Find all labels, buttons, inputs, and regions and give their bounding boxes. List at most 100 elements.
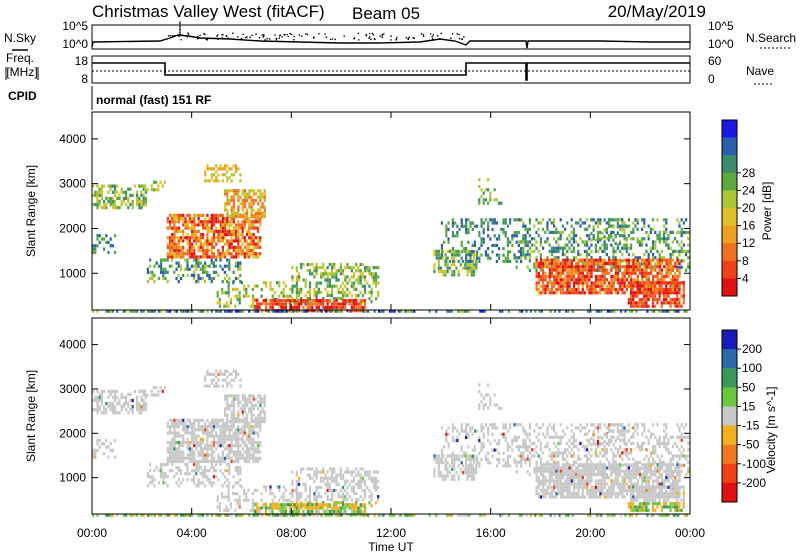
power-cell — [522, 224, 525, 228]
power-cell — [206, 270, 209, 274]
power-cell — [678, 268, 681, 272]
power-cell — [197, 239, 200, 243]
velocity-cell — [346, 491, 349, 496]
power-cell — [355, 293, 358, 298]
velocity-cell — [290, 513, 293, 517]
power-cell — [557, 230, 560, 235]
power-cell — [641, 278, 644, 282]
power-cell — [100, 187, 103, 191]
power-cell — [544, 278, 547, 282]
power-cell — [552, 230, 556, 235]
power-cell — [647, 291, 650, 295]
power-cell — [605, 246, 608, 250]
power-cell — [171, 232, 174, 237]
velocity-cell — [337, 509, 340, 513]
velocity-cell — [467, 432, 470, 436]
velocity-cell — [186, 513, 189, 517]
velocity-cell — [232, 431, 235, 435]
power-cell — [193, 245, 196, 249]
power-cell — [335, 284, 338, 288]
velocity-cell — [243, 425, 246, 429]
power-cell — [632, 258, 635, 262]
velocity-cell — [215, 369, 218, 373]
power-cell — [199, 232, 202, 237]
velocity-cell — [252, 450, 255, 454]
power-cell — [92, 247, 95, 251]
power-cell — [252, 245, 255, 249]
power-cell — [651, 218, 655, 222]
velocity-cell — [462, 451, 466, 455]
power-cell — [638, 268, 642, 272]
power-cell — [241, 226, 244, 230]
velocity-cell — [221, 434, 224, 438]
power-cell — [674, 274, 677, 279]
power-cell — [103, 199, 106, 204]
power-cell — [552, 221, 556, 225]
velocity-cell — [217, 437, 220, 441]
power-cell — [590, 256, 593, 260]
power-cell — [585, 227, 589, 231]
power-cell — [579, 258, 582, 262]
power-cell — [592, 258, 595, 262]
power-cell — [466, 273, 469, 277]
power-cell — [502, 253, 505, 257]
power-cell — [610, 235, 613, 239]
power-cell — [188, 252, 191, 256]
velocity-cell — [252, 444, 255, 448]
power-cell — [608, 281, 611, 285]
power-cell — [352, 309, 356, 313]
velocity-cell — [243, 440, 246, 445]
power-cell — [549, 309, 552, 313]
power-cell — [322, 305, 325, 309]
velocity-cell — [337, 501, 340, 505]
power-cell — [257, 202, 260, 206]
velocity-cell — [350, 485, 353, 490]
power-cell — [537, 221, 540, 225]
velocity-cell — [282, 509, 285, 513]
power-cell — [164, 309, 167, 313]
velocity-cell — [188, 418, 191, 422]
power-cell — [267, 302, 270, 306]
power-cell — [480, 240, 483, 244]
velocity-cell — [199, 447, 202, 451]
power-cell — [564, 258, 567, 262]
colorbar-tick-label: 8 — [742, 254, 749, 268]
nsearch-point — [353, 38, 355, 40]
velocity-cell — [182, 434, 185, 438]
velocity-cell — [549, 513, 552, 517]
power-cell — [557, 265, 560, 269]
velocity-cell — [169, 513, 172, 517]
power-cell — [572, 230, 575, 235]
power-cell — [317, 266, 320, 270]
nsearch-point — [450, 37, 452, 39]
velocity-cell — [164, 462, 167, 467]
velocity-cell — [179, 440, 183, 445]
power-cell — [654, 268, 657, 272]
velocity-cell — [328, 467, 331, 471]
power-cell — [612, 218, 615, 222]
power-cell — [269, 284, 272, 288]
power-cell — [460, 221, 463, 225]
velocity-cell — [226, 513, 229, 517]
velocity-cell — [219, 425, 222, 429]
velocity-cell — [114, 438, 117, 443]
velocity-cell — [114, 405, 117, 409]
power-cell — [643, 304, 646, 308]
power-cell — [479, 309, 482, 313]
velocity-cell — [453, 464, 456, 468]
power-cell — [601, 261, 604, 266]
power-cell — [344, 284, 347, 288]
velocity-cell — [468, 474, 471, 478]
power-cell — [199, 267, 202, 271]
power-cell — [682, 297, 685, 302]
velocity-cell — [295, 479, 298, 483]
velocity-cell — [335, 473, 338, 477]
nsky-panel: N.Sky 10^5 10^0 10^5 10^0 N.Search — [4, 19, 796, 51]
power-cell — [251, 304, 254, 308]
velocity-cell — [226, 407, 229, 411]
power-cell — [273, 302, 276, 306]
power-cell — [230, 242, 233, 246]
velocity-cell — [297, 498, 301, 502]
velocity-cell — [263, 397, 266, 401]
velocity-cell — [245, 450, 249, 454]
